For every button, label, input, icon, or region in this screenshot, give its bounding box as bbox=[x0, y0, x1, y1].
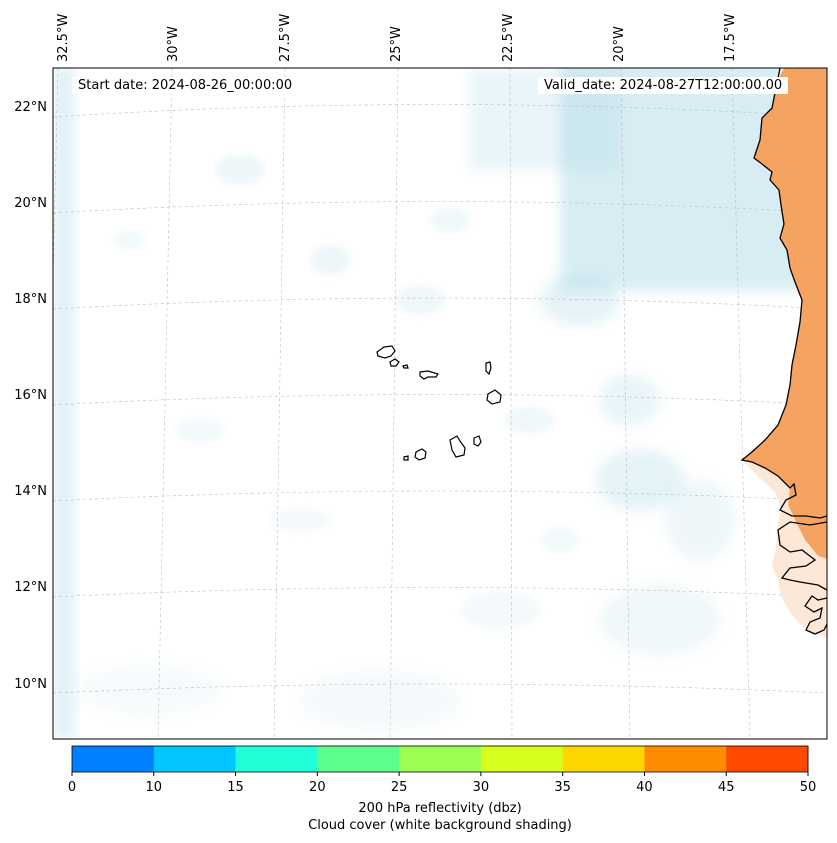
orange-inland-streaks bbox=[800, 330, 827, 470]
graticule bbox=[53, 68, 827, 739]
colorbar-tick-label: 0 bbox=[68, 780, 76, 795]
lon-label: 30°W bbox=[166, 26, 181, 62]
colorbar-tick-label: 10 bbox=[146, 780, 163, 795]
lon-label: 32.5°W bbox=[56, 14, 71, 62]
colorbar-tick-label: 40 bbox=[636, 780, 653, 795]
lat-label: 12°N bbox=[14, 580, 47, 595]
colorbar-segment bbox=[726, 746, 809, 772]
cape-verde-islands bbox=[376, 345, 502, 461]
colorbar-frame bbox=[71, 745, 809, 773]
colorbar: 0 10 15 20 25 30 35 40 45 50 bbox=[68, 745, 817, 795]
colorbar-segment bbox=[480, 746, 564, 772]
latitude-labels: 22°N 20°N 18°N 16°N 14°N 12°N 10°N bbox=[14, 100, 47, 692]
sal-island bbox=[485, 361, 492, 376]
colorbar-segment bbox=[399, 746, 482, 772]
colorbar-segment bbox=[153, 746, 237, 772]
colorbar-label: 200 hPa reflectivity (dbz) bbox=[358, 801, 522, 816]
lat-label: 16°N bbox=[14, 388, 47, 403]
longitude-labels: 32.5°W 30°W 27.5°W 25°W 22.5°W 20°W 17.5… bbox=[56, 14, 738, 62]
colorbar-tick-label: 35 bbox=[554, 780, 571, 795]
valid-date-label: Valid_date: 2024-08-27T12:00:00.00 bbox=[538, 77, 789, 94]
colorbar-tick-label: 45 bbox=[718, 780, 735, 795]
lat-label: 18°N bbox=[14, 292, 47, 307]
santo-antao-island bbox=[376, 345, 396, 359]
brava-island bbox=[403, 455, 409, 461]
santa-luzia-island bbox=[402, 364, 409, 369]
start-date-label: Start date: 2024-08-26_00:00:00 bbox=[72, 77, 299, 94]
gambia-guinea-coast bbox=[777, 521, 827, 635]
fogo-island bbox=[414, 448, 427, 461]
lat-label: 22°N bbox=[14, 100, 47, 115]
lon-label: 27.5°W bbox=[278, 14, 293, 62]
colorbar-tick-label: 25 bbox=[391, 780, 408, 795]
lon-label: 20°W bbox=[612, 26, 627, 62]
african-coastline bbox=[740, 68, 827, 519]
colorbar-tick-label: 50 bbox=[800, 780, 817, 795]
sao-vicente-island bbox=[389, 358, 400, 367]
colorbar-sublabel: Cloud cover (white background shading) bbox=[308, 818, 572, 833]
colorbar-segment bbox=[644, 746, 727, 772]
boa-vista-island bbox=[486, 389, 502, 405]
colorbar-tick-label: 20 bbox=[309, 780, 326, 795]
lat-label: 10°N bbox=[14, 677, 47, 692]
colorbar-segment bbox=[235, 746, 318, 772]
colorbar-segment bbox=[317, 746, 400, 772]
lon-label: 22.5°W bbox=[501, 14, 516, 62]
colorbar-segment bbox=[72, 746, 155, 772]
lon-label: 17.5°W bbox=[723, 14, 738, 62]
santiago-island bbox=[449, 435, 466, 458]
lon-label: 25°W bbox=[389, 26, 404, 62]
sao-nicolau-island bbox=[419, 370, 439, 380]
maio-island bbox=[473, 435, 482, 447]
colorbar-tick-label: 15 bbox=[227, 780, 244, 795]
map-content bbox=[53, 68, 827, 739]
lat-label: 20°N bbox=[14, 196, 47, 211]
map-frame bbox=[52, 67, 828, 740]
lat-label: 14°N bbox=[14, 484, 47, 499]
colorbar-tick-label: 30 bbox=[473, 780, 490, 795]
colorbar-segment bbox=[562, 746, 645, 772]
